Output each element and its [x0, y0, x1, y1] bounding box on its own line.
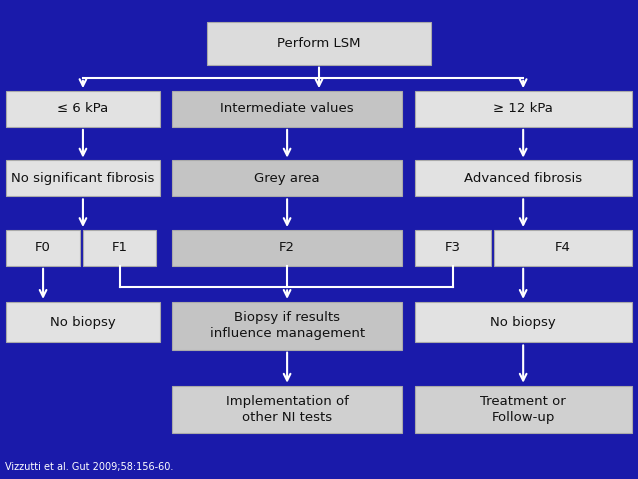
- Text: No significant fibrosis: No significant fibrosis: [11, 172, 154, 185]
- Text: F3: F3: [445, 241, 461, 254]
- FancyBboxPatch shape: [415, 91, 632, 127]
- Text: Advanced fibrosis: Advanced fibrosis: [464, 172, 582, 185]
- FancyBboxPatch shape: [172, 91, 402, 127]
- Text: F0: F0: [35, 241, 51, 254]
- FancyBboxPatch shape: [172, 302, 402, 350]
- FancyBboxPatch shape: [172, 160, 402, 196]
- Text: Perform LSM: Perform LSM: [278, 36, 360, 50]
- FancyBboxPatch shape: [172, 230, 402, 266]
- FancyBboxPatch shape: [415, 386, 632, 433]
- Text: No biopsy: No biopsy: [490, 316, 556, 329]
- Text: F2: F2: [279, 241, 295, 254]
- Text: F1: F1: [112, 241, 128, 254]
- Text: Intermediate values: Intermediate values: [220, 103, 354, 115]
- FancyBboxPatch shape: [6, 91, 160, 127]
- FancyBboxPatch shape: [415, 302, 632, 342]
- Text: Implementation of
other NI tests: Implementation of other NI tests: [226, 395, 348, 424]
- Text: Vizzutti et al. Gut 2009;58:156-60.: Vizzutti et al. Gut 2009;58:156-60.: [5, 462, 174, 472]
- Text: No biopsy: No biopsy: [50, 316, 116, 329]
- FancyBboxPatch shape: [207, 22, 431, 65]
- Text: F4: F4: [555, 241, 571, 254]
- FancyBboxPatch shape: [494, 230, 632, 266]
- Text: Biopsy if results
influence management: Biopsy if results influence management: [209, 311, 365, 340]
- FancyBboxPatch shape: [415, 160, 632, 196]
- Text: Treatment or
Follow-up: Treatment or Follow-up: [480, 395, 566, 424]
- FancyBboxPatch shape: [6, 160, 160, 196]
- FancyBboxPatch shape: [6, 302, 160, 342]
- FancyBboxPatch shape: [415, 230, 491, 266]
- Text: Grey area: Grey area: [255, 172, 320, 185]
- Text: ≥ 12 kPa: ≥ 12 kPa: [493, 103, 553, 115]
- FancyBboxPatch shape: [6, 230, 80, 266]
- FancyBboxPatch shape: [172, 386, 402, 433]
- FancyBboxPatch shape: [83, 230, 156, 266]
- Text: ≤ 6 kPa: ≤ 6 kPa: [57, 103, 108, 115]
